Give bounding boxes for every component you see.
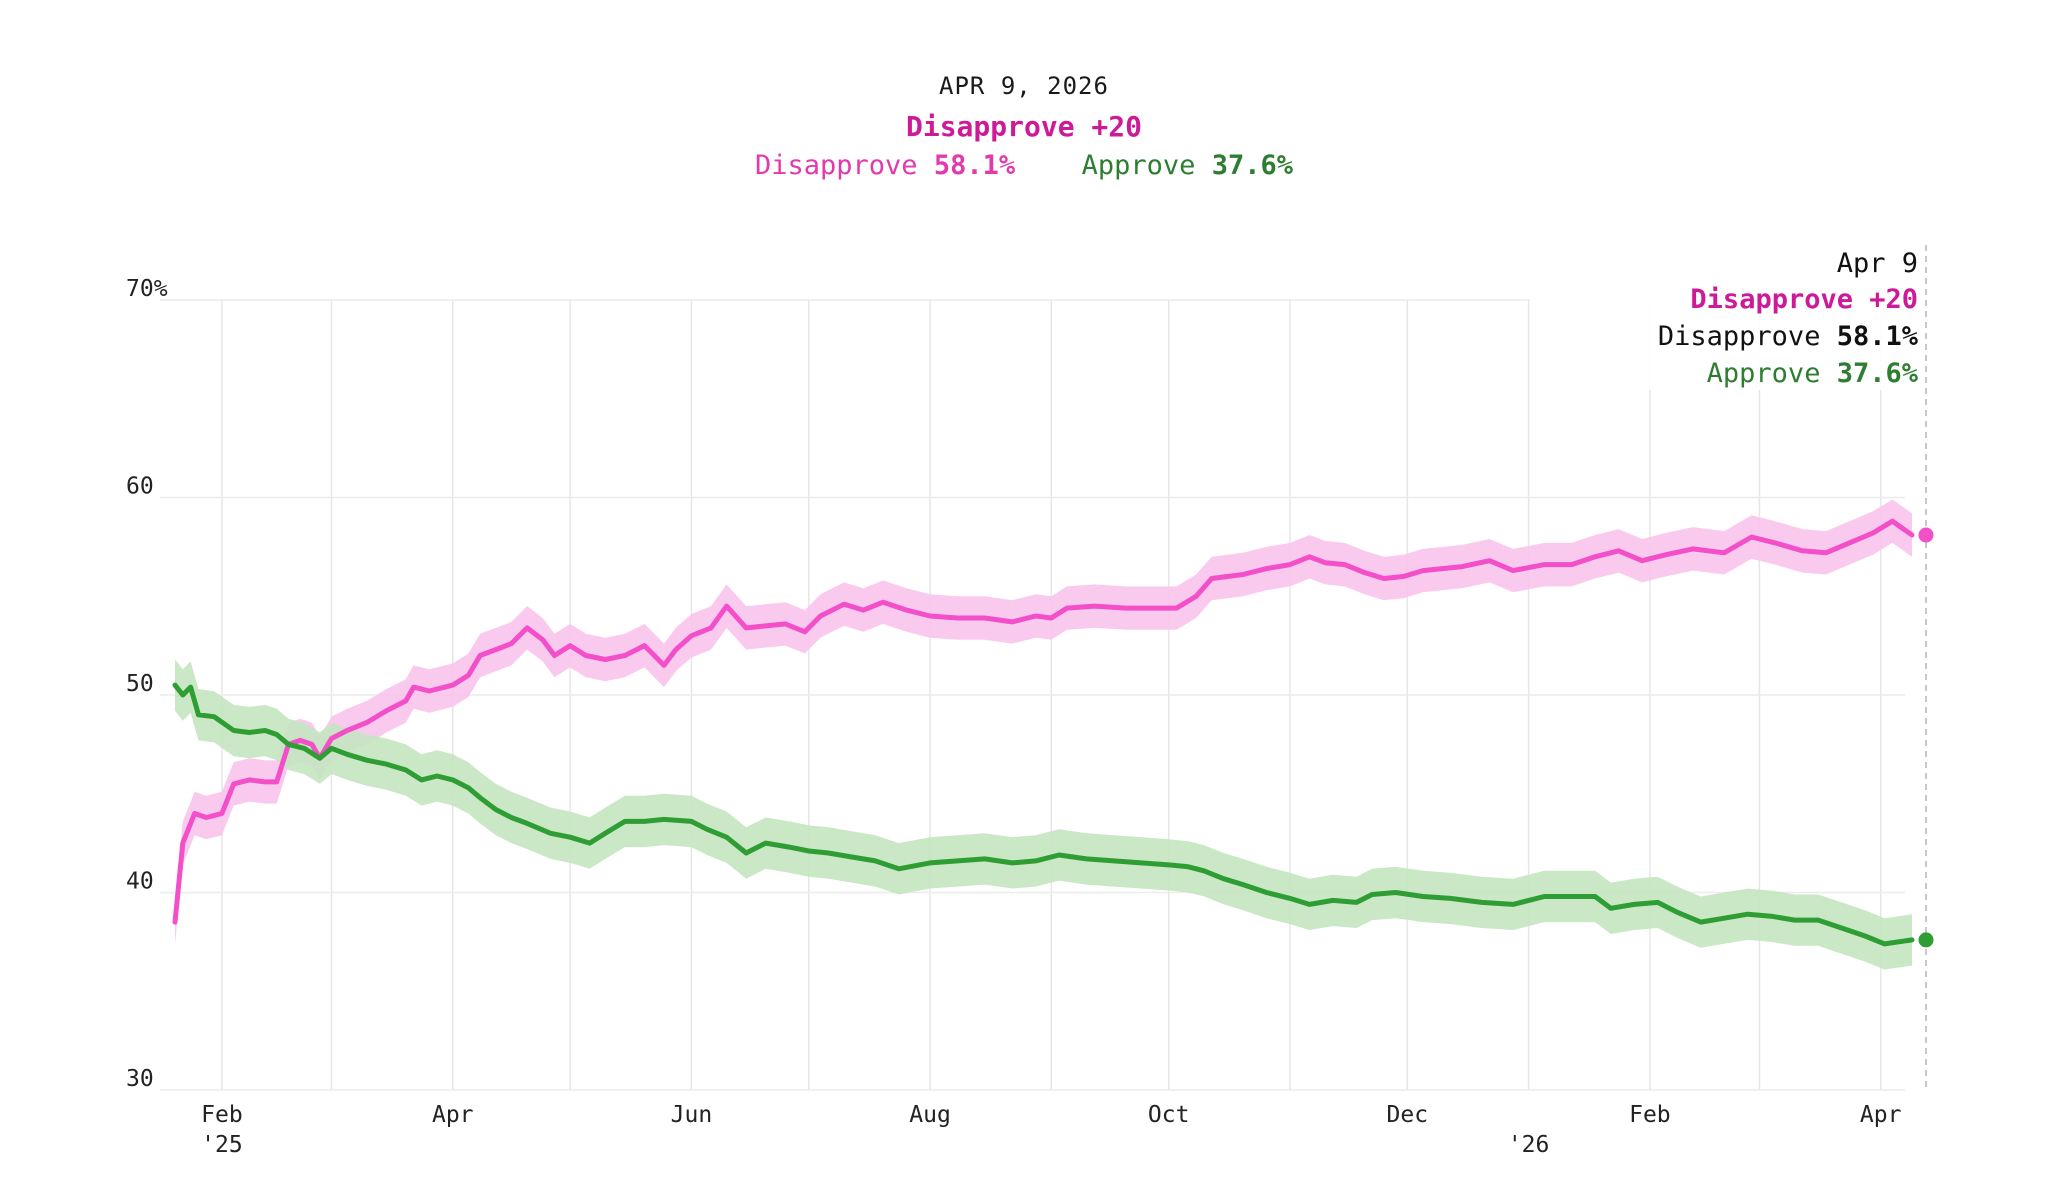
x-tick-label: Dec xyxy=(1387,1102,1429,1128)
x-tick-label: Oct xyxy=(1148,1102,1190,1128)
header-approve-value: 37.6% xyxy=(1211,150,1293,181)
end-points xyxy=(1918,527,1934,948)
disapprove-endpoint xyxy=(1918,527,1934,543)
y-tick-label: 50 xyxy=(126,671,154,697)
x-tick-label: Feb xyxy=(1629,1102,1671,1128)
tooltip-approve-label: Approve xyxy=(1707,358,1821,389)
approve-band xyxy=(175,659,1912,970)
header-date: APR 9, 2026 xyxy=(939,72,1109,100)
tooltip-disapprove-label: Disapprove xyxy=(1658,321,1821,352)
x-tick-labels: Feb '25 Apr Jun Aug Oct Dec '26 Feb Apr xyxy=(201,1102,1901,1158)
x-tick-label: Aug xyxy=(909,1102,951,1128)
header-net-label: Disapprove +20 xyxy=(905,110,1142,143)
uncertainty-bands xyxy=(175,499,1912,970)
y-tick-labels: 30 40 50 60 70% xyxy=(126,276,168,1092)
series-lines xyxy=(172,518,1915,947)
tooltip-disapprove-row: Disapprove 58.1% xyxy=(1658,321,1919,352)
disapprove-line xyxy=(172,518,1915,925)
x-tick-label: Feb xyxy=(201,1102,243,1128)
header-disapprove-value: 58.1% xyxy=(933,150,1016,181)
tooltip-net-label: Disapprove +20 xyxy=(1690,284,1918,315)
tooltip-background xyxy=(1530,240,1920,390)
tooltip-approve-value: 37.6% xyxy=(1837,358,1919,389)
tooltip-disapprove-value: 58.1% xyxy=(1837,321,1919,352)
header-approve-label: Approve xyxy=(1081,150,1196,181)
y-tick-label: 60 xyxy=(126,474,154,500)
hover-tooltip: Apr 9 Disapprove +20 Disapprove 58.1% Ap… xyxy=(1530,240,1920,390)
x-tick-year-label: '26 xyxy=(1508,1132,1550,1158)
x-tick-label: Apr xyxy=(1860,1102,1902,1128)
tooltip-approve-row: Approve 37.6% xyxy=(1707,358,1919,389)
y-tick-label: 70% xyxy=(126,276,168,302)
x-tick-year-label: '25 xyxy=(201,1132,243,1158)
x-tick-label: Apr xyxy=(432,1102,474,1128)
header-disapprove-label: Disapprove xyxy=(755,150,918,181)
tooltip-date: Apr 9 xyxy=(1837,248,1918,279)
approve-line xyxy=(172,682,1915,947)
header-values: Disapprove 58.1% Approve 37.6% xyxy=(0,150,2048,181)
y-tick-label: 30 xyxy=(126,1066,154,1092)
x-tick-label: Jun xyxy=(671,1102,713,1128)
y-tick-label: 40 xyxy=(126,869,154,895)
approve-endpoint xyxy=(1918,932,1934,948)
